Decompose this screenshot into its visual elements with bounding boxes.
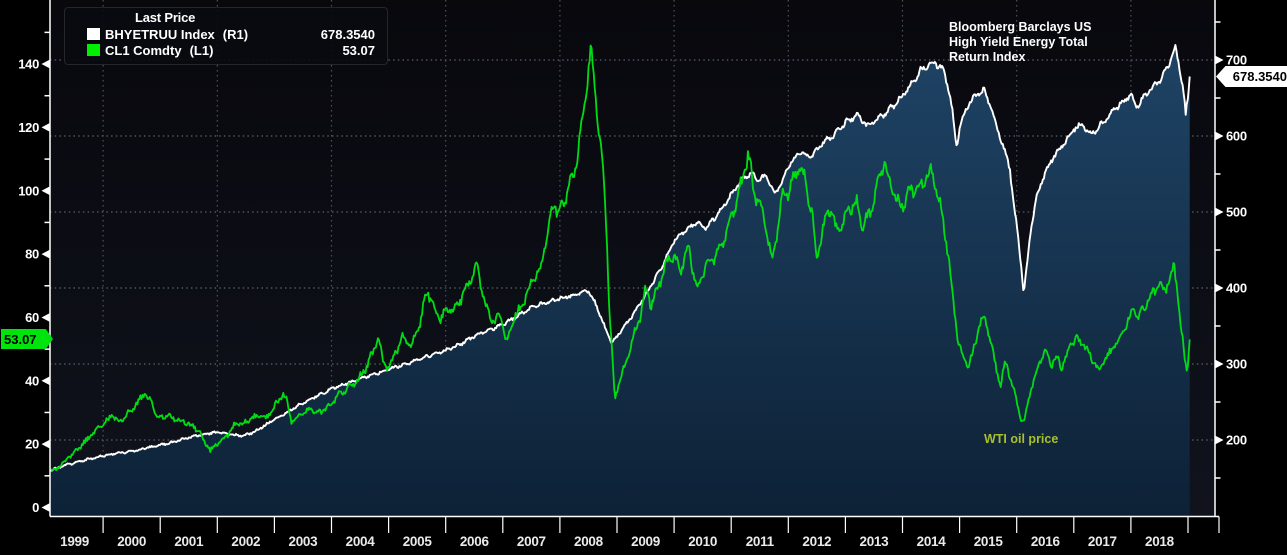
year-label[interactable]: 2010 [688,534,717,549]
series-name: BHYETRUU Index [105,26,215,42]
wti-oil-price-label: WTI oil price [984,432,1059,446]
bhyetruu-index-line [50,44,1191,472]
left-axis-tick-label: 100 [18,183,39,198]
legend[interactable]: Last Price BHYETRUU Index (R1) 678.3540 … [64,7,388,65]
left-axis-tick-label: 0 [32,500,39,515]
year-label[interactable]: 2011 [746,534,775,549]
year-label[interactable]: 2008 [574,534,604,549]
right-axis-tick [1215,207,1224,217]
plot-area[interactable] [50,44,1191,517]
chart-annotation: Bloomberg Barclays US High Yield Energy … [949,20,1091,65]
right-axis-tick-label: 600 [1226,129,1247,144]
year-label[interactable]: 2017 [1088,534,1117,549]
year-label[interactable]: 2002 [231,534,260,549]
right-axis-price-badge: 678.3540 [1216,66,1287,87]
year-label[interactable]: 2016 [1031,534,1061,549]
year-label[interactable]: 2012 [802,534,831,549]
year-label[interactable]: 1999 [60,534,89,549]
legend-title: Last Price [135,10,196,25]
left-axis-tick [41,186,50,196]
right-axis-tick [1215,283,1224,293]
year-label[interactable]: 2018 [1145,534,1175,549]
year-label[interactable]: 2007 [517,534,546,549]
series-axis-tag: (R1) [222,26,249,42]
right-axis-tick [1215,131,1224,141]
right-axis-tick-label: 400 [1226,281,1247,296]
right-axis-tick [1215,55,1224,65]
year-label[interactable]: 2004 [346,534,376,549]
series-axis-tag: (L1) [189,42,214,58]
left-axis-tick [41,312,50,322]
cl1-wti-line [50,44,1191,472]
legend-row-cl1[interactable]: CL1 Comdty (L1) 53.07 [65,42,387,58]
annotation-line-2: High Yield Energy Total [949,35,1088,49]
left-axis-tick-label: 80 [25,247,39,262]
left-axis-tick [41,376,50,386]
legend-row-bhyetruu[interactable]: BHYETRUU Index (R1) 678.3540 [65,26,387,42]
year-label[interactable]: 2015 [974,534,1004,549]
left-axis-tick-label: 120 [18,120,39,135]
right-axis-tick-label: 500 [1226,205,1247,220]
series-last-price: 53.07 [342,42,375,58]
right-axis-tick-label: 200 [1226,433,1247,448]
right-axis-tick [1215,435,1224,445]
left-axis-tick-label: 140 [18,57,39,72]
left-axis-tick-label: 60 [25,310,39,325]
right-axis-tick-label: 700 [1226,53,1247,68]
year-label[interactable]: 2000 [117,534,146,549]
year-label[interactable]: 2009 [631,534,660,549]
annotation-line-1: Bloomberg Barclays US [949,20,1092,34]
left-axis-tick [41,249,50,259]
series-swatch-green [87,44,100,56]
year-label[interactable]: 2014 [917,534,947,549]
left-axis-tick [41,503,50,512]
left-axis-tick-label: 20 [25,437,39,452]
left-axis-tick [41,439,50,449]
left-axis-tick [41,122,50,132]
year-label[interactable]: 2013 [860,534,890,549]
right-axis-tick-label: 300 [1226,357,1247,372]
year-label[interactable]: 2001 [174,534,204,549]
year-label[interactable]: 2005 [403,534,433,549]
series-last-price: 678.3540 [320,26,375,42]
annotation-line-3: Return Index [949,50,1026,64]
right-axis-tick [1215,359,1224,369]
series-name: CL1 Comdty [105,42,182,58]
year-label[interactable]: 2003 [289,534,319,549]
left-axis-tick-label: 40 [25,373,39,388]
series-swatch-white [87,28,100,40]
left-axis-price-badge: 53.07 [1,329,53,349]
year-label[interactable]: 2006 [460,534,490,549]
left-axis-tick [41,59,50,69]
